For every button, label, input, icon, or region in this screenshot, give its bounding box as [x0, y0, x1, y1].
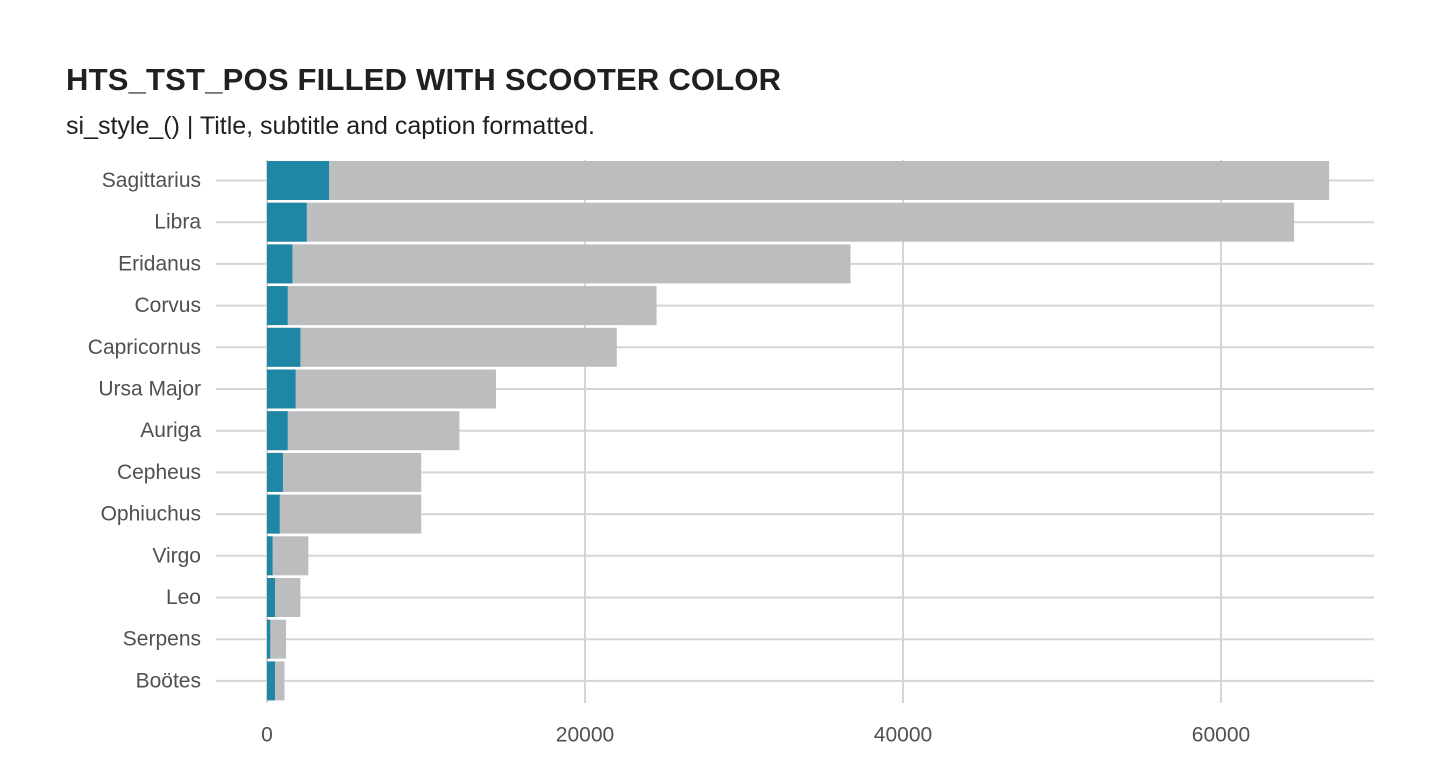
- total-bar-0: [267, 161, 1330, 200]
- positive-bar-9: [267, 536, 273, 576]
- x-tick-label-0: 0: [261, 724, 273, 747]
- positive-bar-4: [267, 327, 301, 367]
- chart-subtitle: si_style_() | Title, subtitle and captio…: [66, 112, 595, 140]
- total-bar-7: [267, 452, 422, 492]
- positive-bar-2: [267, 244, 293, 284]
- total-bar-11: [267, 619, 287, 659]
- y-tick-label-8: Ophiuchus: [101, 503, 201, 526]
- total-bar-9: [267, 536, 309, 576]
- x-tick-label-2: 40000: [874, 724, 932, 747]
- y-tick-label-2: Eridanus: [118, 252, 201, 275]
- y-tick-label-9: Virgo: [152, 544, 201, 567]
- positive-bar-1: [267, 202, 307, 242]
- y-tick-label-5: Ursa Major: [98, 378, 201, 401]
- positive-bar-10: [267, 578, 275, 617]
- positive-bar-7: [267, 452, 283, 492]
- y-tick-label-3: Corvus: [134, 294, 201, 317]
- positive-bar-11: [267, 619, 271, 659]
- positive-bar-12: [267, 661, 275, 701]
- positive-bar-3: [267, 286, 288, 326]
- y-tick-label-6: Auriga: [140, 419, 201, 442]
- x-tick-label-1: 20000: [556, 724, 614, 747]
- chart-title: HTS_TST_POS FILLED WITH SCOOTER COLOR: [66, 62, 782, 97]
- positive-bar-0: [267, 161, 330, 200]
- total-bar-6: [267, 411, 460, 451]
- total-bar-4: [267, 327, 617, 367]
- y-tick-label-0: Sagittarius: [102, 169, 201, 192]
- y-tick-label-7: Cepheus: [117, 461, 201, 484]
- total-bar-2: [267, 244, 851, 284]
- positive-bar-8: [267, 494, 280, 534]
- x-tick-label-3: 60000: [1192, 724, 1250, 747]
- total-bar-5: [267, 369, 496, 409]
- y-tick-label-11: Serpens: [123, 628, 201, 651]
- total-bar-8: [267, 494, 422, 534]
- y-tick-label-12: Boötes: [136, 669, 201, 692]
- y-tick-label-4: Capricornus: [88, 336, 201, 359]
- total-bar-1: [267, 202, 1295, 242]
- total-bar-3: [267, 286, 657, 326]
- positive-bar-6: [267, 411, 288, 451]
- y-tick-label-1: Libra: [154, 211, 201, 234]
- positive-bar-5: [267, 369, 296, 409]
- y-tick-label-10: Leo: [166, 586, 201, 609]
